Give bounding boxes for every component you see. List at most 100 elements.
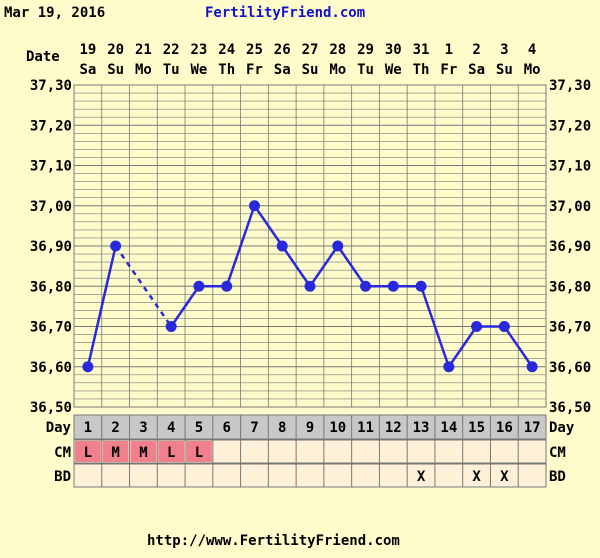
y-tick-label-right: 37,10: [549, 159, 591, 175]
bd-row-label-right: BD: [549, 469, 566, 485]
weekday-label: Su: [302, 62, 319, 78]
date-number: 3: [500, 42, 508, 58]
cycle-day-number: 5: [195, 420, 203, 436]
y-tick-label-left: 37,30: [30, 78, 72, 94]
bd-mark: X: [500, 469, 509, 485]
y-tick-label-right: 37,20: [549, 118, 591, 134]
footer-url[interactable]: http://www.FertilityFriend.com: [147, 533, 400, 549]
weekday-label: Su: [496, 62, 513, 78]
date-number: 24: [218, 42, 235, 58]
y-tick-label-right: 36,60: [549, 360, 591, 376]
date-number: 23: [191, 42, 208, 58]
temp-segment: [447, 325, 478, 368]
y-tick-label-right: 36,50: [549, 400, 591, 416]
cycle-day-number: 13: [413, 420, 430, 436]
cm-row-label-right: CM: [549, 445, 566, 461]
y-tick-label-left: 36,60: [30, 360, 72, 376]
temp-point: [304, 280, 316, 292]
day-row-label-right: Day: [549, 420, 575, 436]
date-number: 28: [329, 42, 346, 58]
cm-mark-cell: [130, 441, 157, 462]
site-name[interactable]: FertilityFriend.com: [205, 5, 366, 21]
weekday-label: Mo: [329, 62, 346, 78]
temp-segment: [86, 245, 117, 368]
y-tick-label-left: 37,20: [30, 118, 72, 134]
temp-point: [165, 321, 177, 332]
cm-mark-cell: [102, 441, 129, 462]
cycle-day-number: 15: [468, 420, 485, 436]
cycle-day-number: 14: [440, 420, 457, 436]
weekday-label: We: [191, 62, 208, 78]
cycle-day-number: 8: [278, 420, 286, 436]
bd-row-label: BD: [54, 469, 71, 485]
temp-point: [193, 280, 205, 292]
date-number: 29: [357, 42, 374, 58]
weekday-label: Sa: [468, 62, 485, 78]
temp-segment: [170, 285, 200, 328]
cycle-day-number: 9: [306, 420, 314, 436]
y-tick-label-right: 36,70: [549, 320, 591, 336]
temperature-series: [82, 200, 538, 373]
bd-mark: X: [417, 469, 426, 485]
temp-point: [110, 240, 122, 252]
y-tick-label-right: 36,90: [549, 239, 591, 255]
cm-row-label: CM: [54, 445, 71, 461]
chart-grid: 37,30 37,30 37,20 37,20 37,10 37,10 37,00 37,00…: [30, 42, 591, 416]
temp-point: [415, 280, 427, 292]
date-number: 19: [79, 42, 96, 58]
cm-mark-label: M: [111, 445, 119, 461]
temp-segment: [308, 245, 339, 287]
cm-mark-cell: [158, 441, 185, 462]
temp-point: [526, 361, 538, 373]
cm-mark-label: L: [195, 445, 203, 461]
cm-mark-cell: [75, 441, 101, 462]
cycle-day-number: 10: [329, 420, 346, 436]
date-number: 21: [135, 42, 152, 58]
temp-segment: [419, 285, 451, 368]
date-number: 31: [413, 42, 430, 58]
cycle-day-number: 3: [139, 420, 147, 436]
temp-point: [248, 200, 260, 212]
cm-mark-cell: [186, 441, 212, 462]
y-tick-label-left: 36,70: [30, 320, 72, 336]
cm-mark-label: M: [139, 445, 147, 461]
y-tick-label-left: 37,10: [30, 159, 72, 175]
cm-mark-label: L: [167, 445, 175, 461]
y-tick-label-left: 36,50: [30, 400, 72, 416]
y-tick-label-left: 36,90: [30, 239, 72, 255]
temp-point: [498, 321, 510, 332]
date-number: 22: [163, 42, 180, 58]
temp-point: [443, 361, 455, 373]
temp-point: [276, 240, 288, 252]
weekday-label: Fr: [246, 62, 263, 78]
date-number: 4: [528, 42, 536, 58]
cycle-day-number: 1: [84, 420, 92, 436]
weekday-label: Th: [218, 62, 235, 78]
date-number: 1: [445, 42, 453, 58]
weekday-label: Mo: [135, 62, 152, 78]
y-tick-label-left: 36,80: [30, 279, 72, 295]
cycle-day-number: 4: [167, 420, 175, 436]
cycle-day-number: 6: [222, 420, 230, 436]
weekday-label: Sa: [79, 62, 96, 78]
weekday-label: Sa: [274, 62, 291, 78]
date-number: 27: [302, 42, 319, 58]
temp-point: [332, 240, 344, 252]
temp-segment: [503, 325, 534, 368]
cm-mark-label: L: [84, 445, 92, 461]
date-number: 20: [107, 42, 124, 58]
temp-segment: [253, 205, 284, 247]
day-row: [73, 414, 547, 440]
temp-segment: [336, 245, 367, 287]
chart-rows: Day Day CM CM BD BD 1 L 2 M 3 M 4 L 5 L 6 7 8 9 10 11 12 13 X 14 1…: [46, 414, 575, 488]
temp-point: [471, 321, 483, 332]
weekday-label: Fr: [440, 62, 457, 78]
weekday-label: Tu: [357, 62, 374, 78]
cycle-day-number: 12: [385, 420, 402, 436]
date-number: 2: [472, 42, 480, 58]
date-row-label: Date: [26, 49, 60, 65]
weekday-label: Su: [107, 62, 124, 78]
y-tick-label-left: 37,00: [30, 199, 72, 215]
cycle-day-number: 16: [496, 420, 513, 436]
